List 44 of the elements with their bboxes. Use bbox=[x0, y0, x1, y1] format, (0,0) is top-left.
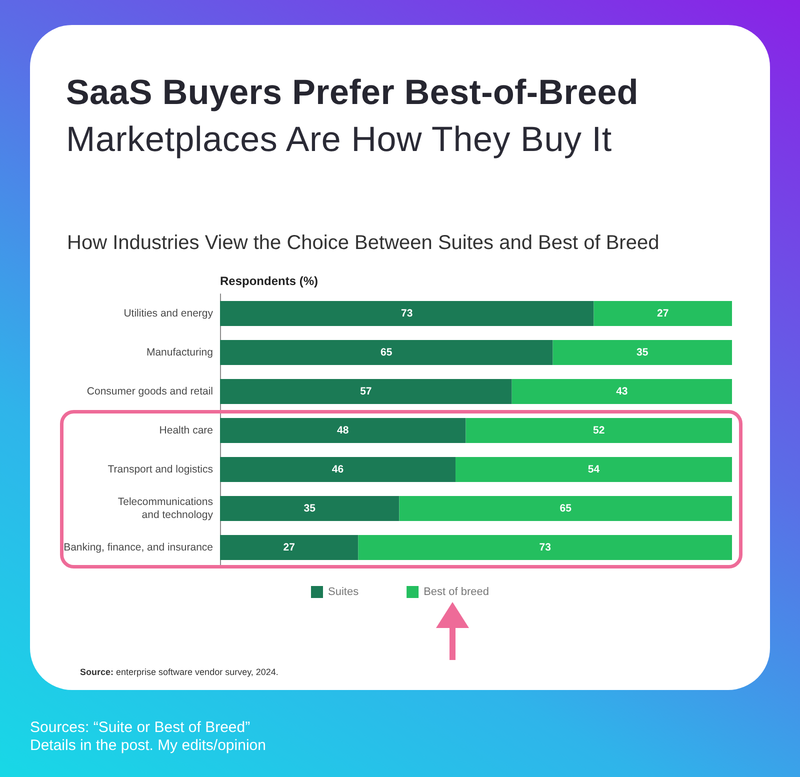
y-tick-label: Consumer goods and retail bbox=[86, 386, 213, 398]
bar bbox=[512, 379, 732, 404]
bar bbox=[220, 496, 400, 521]
text: Details in the post. My edits/opinion bbox=[30, 737, 266, 754]
bar bbox=[456, 457, 732, 482]
data-label: 27 bbox=[283, 542, 296, 554]
source-note: Sources: “Suite or Best of Breed” bbox=[30, 719, 250, 736]
y-tick-label: Transport and logistics bbox=[108, 464, 213, 476]
data-label: 54 bbox=[588, 464, 600, 476]
bar bbox=[552, 340, 732, 365]
legend-label: Best of breed bbox=[424, 586, 490, 598]
data-label: 65 bbox=[560, 502, 572, 514]
y-tick-label: Utilities and energy bbox=[124, 308, 214, 320]
data-label: 35 bbox=[304, 502, 316, 514]
bar bbox=[220, 418, 466, 443]
data-label: 48 bbox=[337, 424, 349, 436]
bar bbox=[594, 301, 732, 326]
x-axis-title: Respondents (%) bbox=[220, 274, 318, 288]
y-tick-label: Banking, finance, and insurance bbox=[64, 542, 214, 554]
data-label: 73 bbox=[401, 308, 413, 320]
legend-label: Suites bbox=[328, 586, 360, 598]
bar bbox=[399, 496, 732, 521]
data-label: 43 bbox=[616, 386, 628, 398]
text: How Industries View the Choice Between Suites and Best of Breed bbox=[67, 232, 660, 255]
y-tick-label: Manufacturing bbox=[146, 346, 214, 358]
bar bbox=[220, 301, 594, 326]
data-label: 27 bbox=[657, 308, 669, 320]
data-label: 46 bbox=[332, 464, 344, 476]
data-label: 57 bbox=[360, 386, 372, 398]
bar bbox=[358, 535, 732, 560]
data-label: 52 bbox=[593, 424, 605, 436]
bar bbox=[466, 418, 732, 443]
data-label: 65 bbox=[380, 346, 392, 358]
data-label: 35 bbox=[636, 346, 648, 358]
bar bbox=[220, 379, 512, 404]
bar bbox=[220, 457, 456, 482]
source-note: Source: enterprise software vendor survey, 2024. bbox=[80, 667, 278, 677]
chart-subtitle: Marketplaces Are How They Buy It bbox=[66, 120, 612, 160]
data-label: 73 bbox=[539, 542, 552, 554]
y-tick-label: Health care bbox=[159, 424, 214, 436]
bar bbox=[220, 535, 358, 560]
y-tick-label: Telecommunications and technology bbox=[118, 496, 214, 521]
chart-title: SaaS Buyers Prefer Best-of-Breed bbox=[66, 73, 638, 113]
bar bbox=[220, 340, 553, 365]
